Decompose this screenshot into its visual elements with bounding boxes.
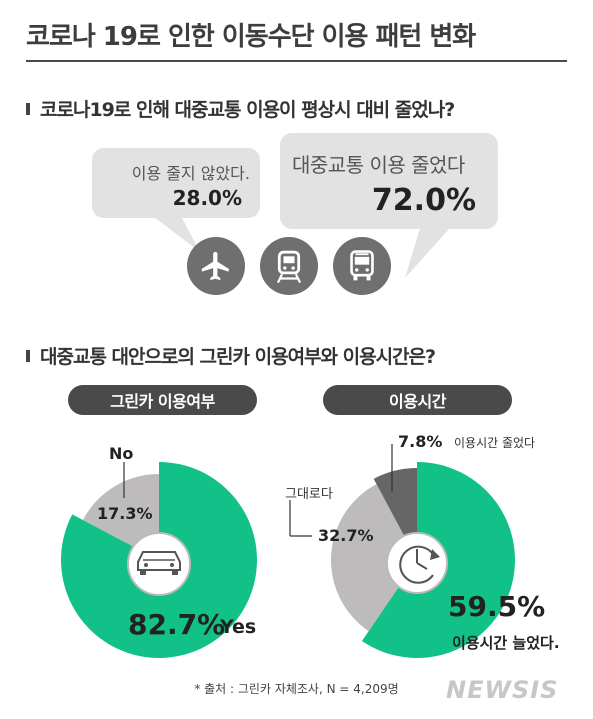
chart2-label-same: 그대로다: [285, 487, 333, 502]
chart2-slice-2: [330, 484, 417, 632]
bubble-reduced-value: 72.0%: [371, 183, 476, 218]
airplane-icon: [187, 237, 245, 295]
bubble-tail-left: [150, 214, 200, 252]
question-1-text: 코로나19로 인해 대중교통 이용이 평상시 대비 줄었나?: [40, 99, 455, 121]
bubble-not-reduced-label: 이용 줄지 않았다.: [131, 164, 250, 183]
chart2-label-increased: 이용시간 늘었다.: [452, 634, 560, 652]
source-note: * 출처 : 그린카 자체조사, N = 4,209명: [194, 682, 399, 696]
bubble-reduced-label: 대중교통 이용 줄었다: [292, 153, 465, 177]
clock-icon: [386, 532, 448, 594]
chart2-title-pill: 이용시간: [323, 385, 512, 415]
chart1-value-no: 17.3%: [97, 504, 153, 523]
page-title: 코로나 19로 인한 이동수단 이용 패턴 변화: [26, 22, 476, 52]
chart1-label-no: No: [109, 444, 134, 463]
car-icon: [127, 532, 191, 596]
bubble-tail-right: [405, 228, 450, 278]
question-2-text: 대중교통 대안으로의 그린카 이용여부와 이용시간은?: [40, 346, 436, 368]
chart1-label-yes: Yes: [220, 616, 257, 638]
bullet-marker: [26, 103, 30, 115]
bubble-not-reduced-value: 28.0%: [172, 186, 242, 210]
question-2: 대중교통 대안으로의 그린카 이용여부와 이용시간은?: [26, 342, 436, 369]
bubble-not-reduced: 이용 줄지 않았다. 28.0%: [92, 148, 260, 218]
title-divider: [26, 60, 567, 62]
bullet-marker: [26, 350, 30, 362]
chart2-value-reduced: 7.8%: [398, 432, 443, 451]
chart2-label-reduced: 이용시간 줄었다: [454, 436, 536, 450]
chart2-value-increased: 59.5%: [448, 590, 546, 623]
chart2-title: 이용시간: [389, 392, 446, 411]
train-icon: [260, 237, 318, 295]
chart2-value-same: 32.7%: [318, 526, 374, 545]
bubble-reduced: 대중교통 이용 줄었다 72.0%: [280, 133, 498, 229]
chart1-title: 그린카 이용여부: [110, 392, 215, 411]
chart1-value-yes: 82.7%: [128, 608, 226, 641]
question-1: 코로나19로 인해 대중교통 이용이 평상시 대비 줄었나?: [26, 95, 455, 122]
newsis-watermark: NEWSIS: [446, 676, 559, 704]
bus-icon: [333, 237, 391, 295]
chart1-title-pill: 그린카 이용여부: [68, 385, 257, 415]
